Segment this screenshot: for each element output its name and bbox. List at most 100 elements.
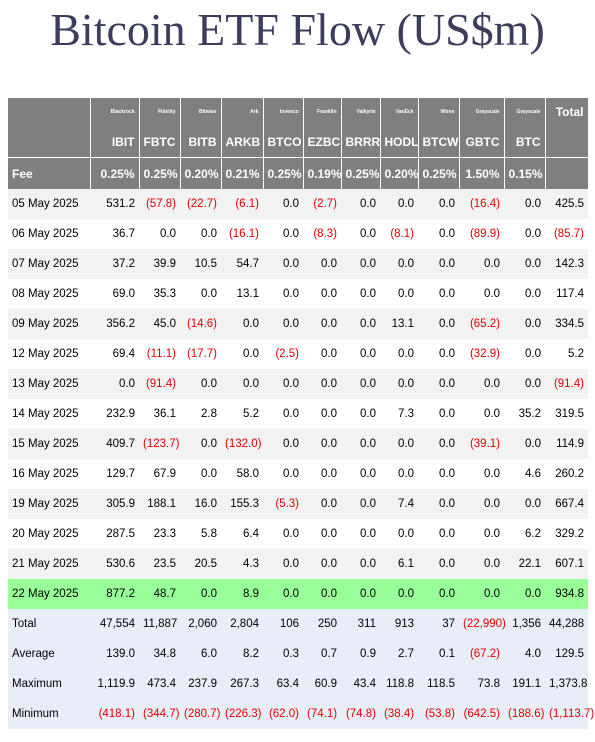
summary-cell: 0.9: [341, 639, 380, 669]
flow-cell: 0.0: [263, 549, 303, 579]
flow-cell: (132.0): [221, 429, 263, 459]
summary-cell: 0.1: [418, 639, 459, 669]
summary-cell: (62.0): [263, 699, 303, 729]
summary-cell: 8.2: [221, 639, 263, 669]
flow-cell: 0.0: [459, 549, 504, 579]
flow-cell: 10.5: [180, 249, 221, 279]
page-title: Bitcoin ETF Flow (US$m): [50, 4, 545, 55]
table-row: 19 May 2025 305.9 188.1 16.0 155.3 (5.3) 0.0 0.…: [8, 489, 588, 519]
summary-cell: 37: [418, 609, 459, 639]
flow-cell: 0.0: [504, 489, 545, 519]
flow-cell: 0.0: [380, 459, 418, 489]
flow-cell: 0.0: [341, 399, 380, 429]
summary-row: Maximum 1,119.9 473.4 237.9 267.3 63.4 60.9 43.…: [8, 669, 588, 699]
summary-cell: (418.1): [90, 699, 139, 729]
summary-cell: 43.4: [341, 669, 380, 699]
issuer-name: Invesco: [263, 98, 304, 126]
flow-cell: 232.9: [90, 399, 139, 429]
flow-cell: 0.0: [303, 309, 341, 339]
flow-cell: 0.0: [341, 489, 380, 519]
flow-cell: 0.0: [263, 429, 303, 459]
flow-cell: 20.5: [180, 549, 221, 579]
flow-cell: 305.9: [90, 489, 139, 519]
table-row: 21 May 2025 530.6 23.5 20.5 4.3 0.0 0.0 0.0 6.1 0…: [8, 549, 588, 579]
flow-cell: 22.1: [504, 549, 545, 579]
flow-cell: 877.2: [90, 579, 139, 609]
flow-cell: 0.0: [504, 189, 545, 219]
row-total: 667.4: [545, 489, 588, 519]
row-date: 06 May 2025: [8, 219, 90, 249]
issuer-name: Bitwise: [180, 98, 222, 126]
flow-cell: (32.9): [459, 339, 504, 369]
flow-cell: 0.0: [418, 279, 459, 309]
flow-cell: 35.2: [504, 399, 545, 429]
ticker-symbol: BITB: [180, 126, 222, 158]
ticker-header-row: IBIT FBTC BITB ARKB BTCO EZBC BRRR HODL BTCW GBTC…: [8, 126, 589, 158]
flow-cell: 0.0: [303, 519, 341, 549]
flow-cell: (5.3): [263, 489, 303, 519]
flow-cell: 0.0: [418, 369, 459, 399]
flow-cell: 0.0: [504, 579, 545, 609]
fee-value: 0.19%: [303, 157, 342, 189]
summary-cell: (188.6): [504, 699, 545, 729]
flow-cell: (2.5): [263, 339, 303, 369]
flow-cell: 5.8: [180, 519, 221, 549]
flow-cell: 6.2: [504, 519, 545, 549]
flow-cell: 0.0: [303, 489, 341, 519]
summary-cell: 237.9: [180, 669, 221, 699]
fee-value: 0.25%: [139, 157, 181, 189]
flow-cell: 0.0: [263, 189, 303, 219]
summary-total: 44,288: [545, 609, 588, 639]
flow-cell: 530.6: [90, 549, 139, 579]
issuer-name: Fidelity: [139, 98, 181, 126]
ticker-symbol: BTC: [504, 126, 546, 158]
etf-flow-table: Blackrock Fidelity Bitwise Ark Invesco Frankl…: [8, 98, 594, 729]
flow-cell: 16.0: [180, 489, 221, 519]
table-row: 14 May 2025 232.9 36.1 2.8 5.2 0.0 0.0 0.0 7.3 0.…: [8, 399, 588, 429]
flow-cell: 0.0: [263, 369, 303, 399]
flow-cell: 0.0: [263, 219, 303, 249]
flow-cell: 0.0: [418, 219, 459, 249]
summary-row: Minimum (418.1) (344.7) (280.7) (226.3) (62.0…: [8, 699, 594, 729]
flow-cell: 0.0: [459, 369, 504, 399]
flow-cell: 188.1: [139, 489, 180, 519]
flow-cell: 0.0: [263, 249, 303, 279]
flow-cell: 0.0: [504, 309, 545, 339]
summary-cell: 118.5: [418, 669, 459, 699]
summary-cell: 2,804: [221, 609, 263, 639]
flow-cell: 531.2: [90, 189, 139, 219]
flow-cell: 48.7: [139, 579, 180, 609]
flow-cell: 0.0: [341, 339, 380, 369]
flow-cell: 0.0: [418, 489, 459, 519]
flow-cell: 0.0: [504, 219, 545, 249]
flow-cell: 0.0: [341, 189, 380, 219]
summary-cell: 267.3: [221, 669, 263, 699]
row-total: 117.4: [545, 279, 588, 309]
summary-cell: 63.4: [263, 669, 303, 699]
ticker-symbol: FBTC: [139, 126, 181, 158]
flow-cell: 0.0: [303, 369, 341, 399]
flow-cell: 0.0: [341, 369, 380, 399]
flow-cell: 0.0: [180, 429, 221, 459]
row-total: 142.3: [545, 249, 588, 279]
summary-cell: (22,990): [459, 609, 506, 639]
issuer-name: Grayscale: [504, 98, 546, 126]
flow-cell: (8.3): [303, 219, 341, 249]
flow-cell: 0.0: [341, 519, 380, 549]
flow-cell: 45.0: [139, 309, 180, 339]
summary-cell: 0.7: [303, 639, 341, 669]
flow-cell: 155.3: [221, 489, 263, 519]
flow-cell: 0.0: [380, 429, 418, 459]
flow-cell: 0.0: [459, 459, 504, 489]
fee-total-blank: [545, 157, 589, 189]
issuer-name: Ark: [221, 98, 264, 126]
summary-cell: (344.7): [139, 699, 180, 729]
summary-cell: 2.7: [380, 639, 418, 669]
flow-cell: (16.1): [221, 219, 263, 249]
flow-cell: 0.0: [418, 519, 459, 549]
flow-cell: (22.7): [180, 189, 221, 219]
flow-cell: 4.6: [504, 459, 545, 489]
fee-label: Fee: [8, 157, 91, 189]
flow-cell: 5.2: [221, 399, 263, 429]
table-row: 16 May 2025 129.7 67.9 0.0 58.0 0.0 0.0 0.0 0.0 0…: [8, 459, 588, 489]
